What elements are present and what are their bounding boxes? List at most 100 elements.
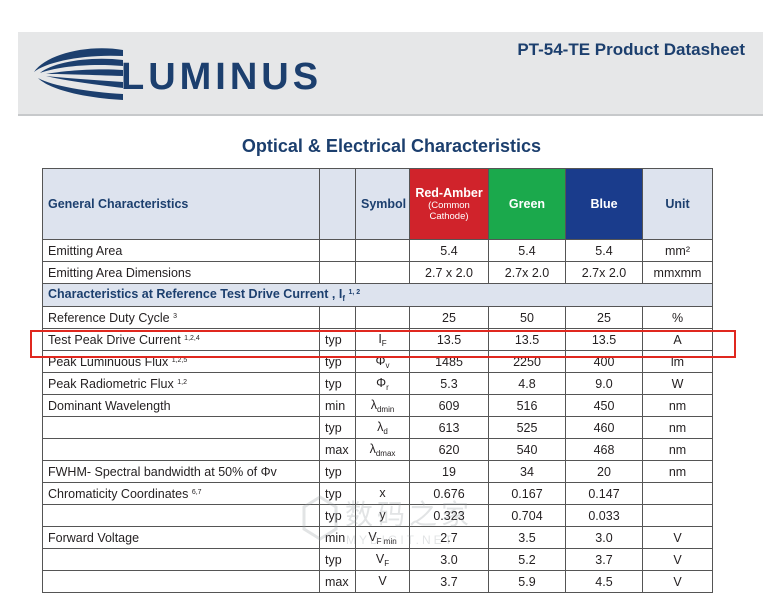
value: 50 bbox=[520, 310, 534, 325]
value: 19 bbox=[442, 464, 456, 479]
unit-cell: mmxmm bbox=[642, 261, 713, 284]
blue-value: 3.7 bbox=[565, 548, 643, 571]
unit-cell bbox=[642, 482, 713, 505]
symbol-cell: λdmax bbox=[355, 438, 410, 461]
table-row: typ VF 3.0 5.2 3.7 V bbox=[42, 548, 713, 571]
table-row: typ λd 613 525 460 nm bbox=[42, 416, 713, 439]
qualifier: typ bbox=[325, 332, 342, 347]
blue-value: 0.033 bbox=[565, 504, 643, 527]
symbol-cell bbox=[355, 306, 410, 329]
value: 3.7 bbox=[595, 552, 613, 567]
value: 0.676 bbox=[433, 486, 465, 501]
red-amber-value: 2.7 bbox=[409, 526, 489, 549]
header-red-label: Red-Amber bbox=[415, 186, 483, 200]
qualifier-cell: max bbox=[319, 570, 356, 593]
qualifier: typ bbox=[325, 420, 342, 435]
unit: A bbox=[673, 332, 682, 347]
unit-cell: nm bbox=[642, 394, 713, 417]
symbol: V bbox=[368, 529, 377, 544]
qualifier-cell: max bbox=[319, 438, 356, 461]
symbol-cell: V bbox=[355, 570, 410, 593]
red-amber-value: 3.7 bbox=[409, 570, 489, 593]
value: 400 bbox=[593, 354, 615, 369]
value: 1485 bbox=[435, 354, 463, 369]
header-qualifier bbox=[319, 168, 356, 240]
symbol-cell bbox=[355, 239, 410, 262]
logo-wordmark: LUMINUS bbox=[121, 56, 323, 98]
footnote-ref: 1,2,4 bbox=[184, 334, 200, 342]
luminus-logo bbox=[28, 42, 128, 107]
value: 3.5 bbox=[518, 530, 536, 545]
value: 13.5 bbox=[514, 332, 540, 347]
qualifier: typ bbox=[325, 508, 342, 523]
value: 613 bbox=[438, 420, 460, 435]
symbol: x bbox=[379, 485, 386, 500]
unit: nm bbox=[668, 442, 687, 457]
header-symbol: Symbol bbox=[355, 168, 410, 240]
unit: V bbox=[673, 574, 682, 589]
value: 4.8 bbox=[518, 376, 536, 391]
red-amber-value: 19 bbox=[409, 460, 489, 483]
unit-cell: mm² bbox=[642, 239, 713, 262]
value: 460 bbox=[593, 420, 615, 435]
value: 609 bbox=[438, 398, 460, 413]
blue-value: 25 bbox=[565, 306, 643, 329]
unit: V bbox=[673, 552, 682, 567]
param-cell bbox=[42, 570, 320, 593]
unit: % bbox=[671, 310, 684, 325]
value: 450 bbox=[593, 398, 615, 413]
symbol-subscript: r bbox=[386, 382, 389, 392]
qualifier: max bbox=[325, 574, 349, 589]
value: 2250 bbox=[513, 354, 541, 369]
value: 3.0 bbox=[595, 530, 613, 545]
table-row: Dominant Wavelength min λdmin 609 516 450 nm bbox=[42, 394, 713, 417]
symbol: λ bbox=[377, 419, 384, 434]
value: 13.5 bbox=[591, 332, 617, 347]
value: 2.7 bbox=[440, 530, 458, 545]
red-amber-value: 2.7 x 2.0 bbox=[409, 261, 489, 284]
section-title: Optical & Electrical Characteristics bbox=[241, 136, 542, 156]
red-amber-value: 0.676 bbox=[409, 482, 489, 505]
qualifier: max bbox=[325, 442, 349, 457]
qualifier-cell: typ bbox=[319, 460, 356, 483]
qualifier-cell: typ bbox=[319, 372, 356, 395]
value: 0.323 bbox=[433, 508, 465, 523]
param-label: Dominant Wavelength bbox=[48, 398, 171, 413]
unit-cell: nm bbox=[642, 460, 713, 483]
blue-value: 460 bbox=[565, 416, 643, 439]
unit: V bbox=[673, 530, 682, 545]
unit-cell: nm bbox=[642, 438, 713, 461]
section-subscript: f bbox=[342, 294, 346, 303]
blue-value: 5.4 bbox=[565, 239, 643, 262]
symbol: V bbox=[375, 551, 385, 566]
qualifier-cell: typ bbox=[319, 548, 356, 571]
luminus-swoosh-icon bbox=[34, 48, 123, 100]
param-cell bbox=[42, 504, 320, 527]
table-row: max λdmax 620 540 468 nm bbox=[42, 438, 713, 461]
qualifier: min bbox=[325, 530, 346, 545]
symbol-subscript: dmax bbox=[375, 448, 396, 458]
param-label: Peak Luminuous Flux bbox=[48, 354, 169, 369]
symbol: Φ bbox=[375, 353, 386, 368]
green-value: 3.5 bbox=[488, 526, 566, 549]
unit: nm bbox=[668, 464, 687, 479]
blue-value: 9.0 bbox=[565, 372, 643, 395]
table-row: Reference Duty Cycle 3 25 50 25% bbox=[42, 306, 713, 329]
red-amber-value: 620 bbox=[409, 438, 489, 461]
value: 5.3 bbox=[440, 376, 458, 391]
header-general: General Characteristics bbox=[42, 168, 320, 240]
red-amber-value: 5.4 bbox=[409, 239, 489, 262]
unit-cell: V bbox=[642, 570, 713, 593]
characteristics-table: General Characteristics Symbol Red-Amber… bbox=[42, 168, 713, 593]
blue-value: 468 bbox=[565, 438, 643, 461]
symbol-subscript: F bbox=[384, 558, 390, 568]
value: 4.5 bbox=[595, 574, 613, 589]
value: 0.147 bbox=[588, 486, 620, 501]
red-amber-value: 3.0 bbox=[409, 548, 489, 571]
footnote-ref: 1,2,5 bbox=[171, 356, 188, 364]
symbol: I bbox=[378, 331, 382, 346]
symbol-cell bbox=[355, 261, 410, 284]
qualifier: typ bbox=[325, 464, 342, 479]
header-red-sub2: Cathode) bbox=[429, 211, 469, 222]
blue-value: 2.7x 2.0 bbox=[565, 261, 643, 284]
